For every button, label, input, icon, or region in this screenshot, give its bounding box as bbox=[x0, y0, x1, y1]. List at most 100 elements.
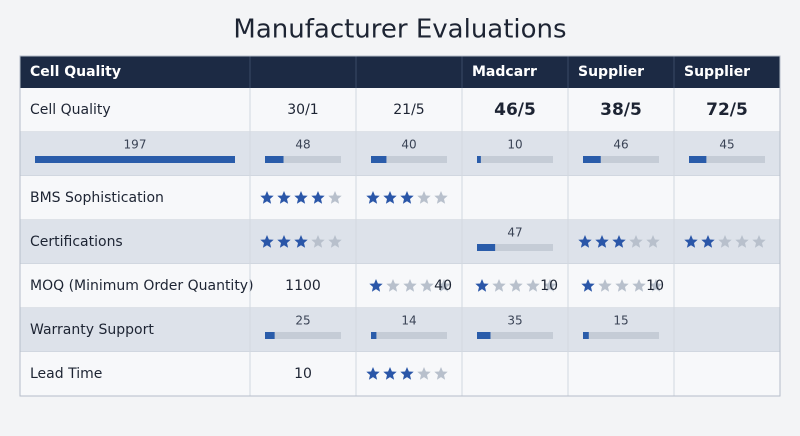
star bbox=[260, 191, 274, 204]
star bbox=[492, 279, 506, 292]
star bbox=[752, 235, 766, 248]
star bbox=[578, 235, 592, 248]
star bbox=[294, 191, 308, 204]
star bbox=[615, 279, 629, 292]
table-row bbox=[20, 352, 780, 396]
star bbox=[612, 235, 626, 248]
bar-label: 40 bbox=[401, 138, 416, 152]
table-row bbox=[20, 308, 780, 352]
star bbox=[598, 279, 612, 292]
star bbox=[383, 367, 397, 380]
bar-label: 10 bbox=[507, 138, 522, 152]
bar-label: 14 bbox=[401, 314, 416, 328]
star-rating bbox=[366, 191, 448, 204]
bar-track bbox=[265, 156, 341, 163]
bar bbox=[689, 156, 707, 163]
row-label: BMS Sophistication bbox=[30, 190, 164, 206]
bar bbox=[35, 156, 235, 163]
bar-track bbox=[477, 332, 553, 339]
title: Manufacturer Evaluations bbox=[233, 15, 566, 45]
bar-label: 48 bbox=[295, 138, 310, 152]
star bbox=[649, 279, 663, 292]
star bbox=[294, 235, 308, 248]
cell-text: 46/5 bbox=[494, 100, 536, 120]
cell-text: 10 bbox=[646, 278, 664, 294]
star bbox=[366, 191, 380, 204]
bar bbox=[477, 244, 496, 251]
bar-track bbox=[265, 332, 341, 339]
star bbox=[632, 279, 646, 292]
cell-text: 10 bbox=[540, 278, 558, 294]
header-cell: Supplier bbox=[684, 64, 750, 80]
cell-text: 30/1 bbox=[287, 102, 318, 118]
star bbox=[417, 191, 431, 204]
star bbox=[328, 191, 342, 204]
star bbox=[701, 235, 715, 248]
star bbox=[735, 235, 749, 248]
star bbox=[475, 279, 489, 292]
bar-label: 15 bbox=[613, 314, 628, 328]
star bbox=[328, 235, 342, 248]
table-row bbox=[20, 176, 780, 220]
row-label: Warranty Support bbox=[30, 322, 154, 338]
cell-text: 72/5 bbox=[706, 100, 748, 120]
star bbox=[718, 235, 732, 248]
header-cell: Supplier bbox=[578, 64, 644, 80]
star-rating bbox=[581, 279, 663, 292]
bar-label: 35 bbox=[507, 314, 522, 328]
star-rating bbox=[366, 367, 448, 380]
bar-track bbox=[477, 156, 553, 163]
star bbox=[386, 279, 400, 292]
star bbox=[403, 279, 417, 292]
star bbox=[260, 235, 274, 248]
bar-label: 25 bbox=[295, 314, 310, 328]
bar-track bbox=[583, 332, 659, 339]
cell-text: 10 bbox=[294, 366, 312, 382]
bar-track bbox=[583, 156, 659, 163]
table-row bbox=[20, 132, 780, 176]
star bbox=[629, 235, 643, 248]
star bbox=[581, 279, 595, 292]
star bbox=[277, 235, 291, 248]
star-rating bbox=[260, 191, 342, 204]
cell-text: 38/5 bbox=[600, 100, 642, 120]
star bbox=[311, 191, 325, 204]
star-rating bbox=[260, 235, 342, 248]
bar bbox=[371, 332, 377, 339]
bar bbox=[477, 156, 481, 163]
star bbox=[420, 279, 434, 292]
bar-label: 47 bbox=[507, 226, 522, 240]
row-label: Lead Time bbox=[30, 366, 102, 382]
star bbox=[434, 191, 448, 204]
bar-label: 45 bbox=[719, 138, 734, 152]
star bbox=[311, 235, 325, 248]
star bbox=[595, 235, 609, 248]
row-label: MOQ (Minimum Order Quantity) bbox=[30, 278, 254, 294]
star bbox=[509, 279, 523, 292]
row-label: Certifications bbox=[30, 234, 123, 250]
bar bbox=[583, 156, 601, 163]
star bbox=[526, 279, 540, 292]
bar-label: 197 bbox=[124, 138, 147, 152]
star bbox=[437, 279, 451, 292]
bar bbox=[477, 332, 491, 339]
bar-track bbox=[477, 244, 553, 251]
star-rating bbox=[475, 279, 557, 292]
bar bbox=[265, 156, 284, 163]
star bbox=[400, 191, 414, 204]
table-border bbox=[19, 55, 781, 397]
star bbox=[646, 235, 660, 248]
row-label: Cell Quality bbox=[30, 102, 111, 118]
star bbox=[366, 367, 380, 380]
star bbox=[684, 235, 698, 248]
bar bbox=[265, 332, 275, 339]
bar bbox=[583, 332, 589, 339]
star bbox=[417, 367, 431, 380]
star bbox=[434, 367, 448, 380]
table-row bbox=[20, 88, 780, 132]
star-rating bbox=[684, 235, 766, 248]
star bbox=[543, 279, 557, 292]
cell-text: 1100 bbox=[285, 278, 321, 294]
